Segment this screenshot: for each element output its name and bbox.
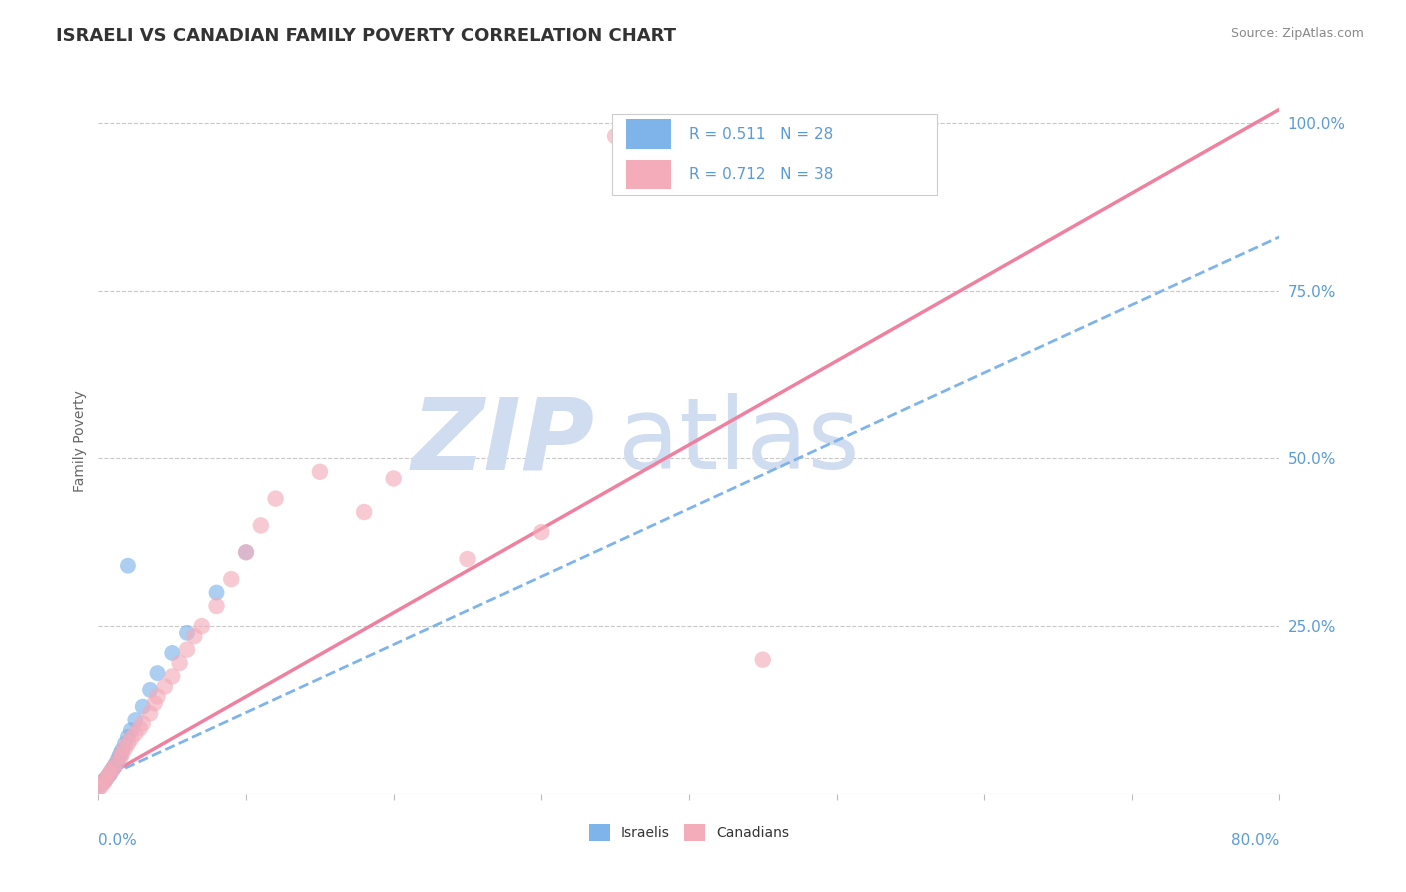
Text: ZIP: ZIP: [412, 393, 595, 490]
Point: [98, 765, 121, 780]
Text: atlas: atlas: [619, 393, 859, 490]
Point: [139, 706, 162, 721]
Point: [143, 696, 166, 710]
Point: [264, 491, 287, 506]
Point: [752, 653, 775, 667]
Point: [98, 766, 121, 780]
FancyBboxPatch shape: [626, 120, 671, 149]
Point: [105, 756, 128, 771]
Point: [100, 764, 122, 778]
Point: [132, 716, 155, 731]
Point: [153, 680, 176, 694]
Text: ISRAELI VS CANADIAN FAMILY POVERTY CORRELATION CHART: ISRAELI VS CANADIAN FAMILY POVERTY CORRE…: [56, 27, 676, 45]
Point: [162, 646, 183, 660]
Point: [221, 572, 243, 586]
Point: [205, 599, 228, 613]
Point: [457, 552, 479, 566]
Point: [94, 772, 117, 786]
Point: [87, 780, 110, 794]
Point: [146, 666, 169, 681]
Point: [114, 737, 136, 751]
Point: [117, 730, 139, 744]
Y-axis label: Family Poverty: Family Poverty: [73, 391, 87, 492]
Point: [105, 756, 128, 771]
Legend: Israelis, Canadians: Israelis, Canadians: [583, 819, 794, 847]
Point: [146, 690, 169, 704]
Text: 0.0%: 0.0%: [98, 832, 138, 847]
Point: [205, 585, 228, 599]
Point: [90, 777, 112, 791]
Point: [117, 558, 139, 573]
Point: [120, 723, 142, 738]
Point: [162, 669, 183, 683]
Point: [235, 545, 257, 559]
Point: [124, 726, 146, 740]
Point: [111, 747, 134, 761]
Point: [97, 768, 120, 782]
Point: [117, 737, 139, 751]
Text: R = 0.511   N = 28: R = 0.511 N = 28: [689, 127, 834, 142]
Point: [114, 741, 136, 756]
Point: [176, 642, 198, 657]
Point: [132, 699, 155, 714]
Point: [139, 682, 162, 697]
Point: [104, 758, 127, 772]
Point: [107, 753, 129, 767]
Point: [169, 656, 191, 670]
Point: [103, 761, 125, 775]
Point: [110, 750, 132, 764]
Point: [250, 518, 273, 533]
FancyBboxPatch shape: [612, 114, 936, 194]
Point: [90, 779, 112, 793]
Point: [128, 721, 150, 735]
Point: [183, 629, 205, 643]
Point: [530, 525, 553, 540]
Point: [91, 774, 114, 789]
Point: [93, 774, 115, 789]
Point: [94, 772, 117, 786]
Text: Source: ZipAtlas.com: Source: ZipAtlas.com: [1230, 27, 1364, 40]
Point: [191, 619, 214, 633]
Point: [103, 761, 125, 775]
Point: [87, 781, 110, 796]
Point: [382, 471, 405, 485]
Point: [110, 747, 132, 761]
FancyBboxPatch shape: [626, 160, 671, 189]
Point: [309, 465, 332, 479]
Text: 80.0%: 80.0%: [1232, 832, 1279, 847]
Point: [97, 768, 120, 782]
Point: [111, 743, 134, 757]
Point: [176, 625, 198, 640]
Point: [93, 773, 115, 788]
Point: [605, 129, 627, 144]
Point: [353, 505, 375, 519]
Point: [108, 750, 131, 764]
Point: [235, 545, 257, 559]
Point: [900, 143, 922, 157]
Point: [96, 770, 118, 784]
Text: R = 0.712   N = 38: R = 0.712 N = 38: [689, 167, 834, 182]
Point: [124, 713, 146, 727]
Point: [120, 731, 142, 746]
